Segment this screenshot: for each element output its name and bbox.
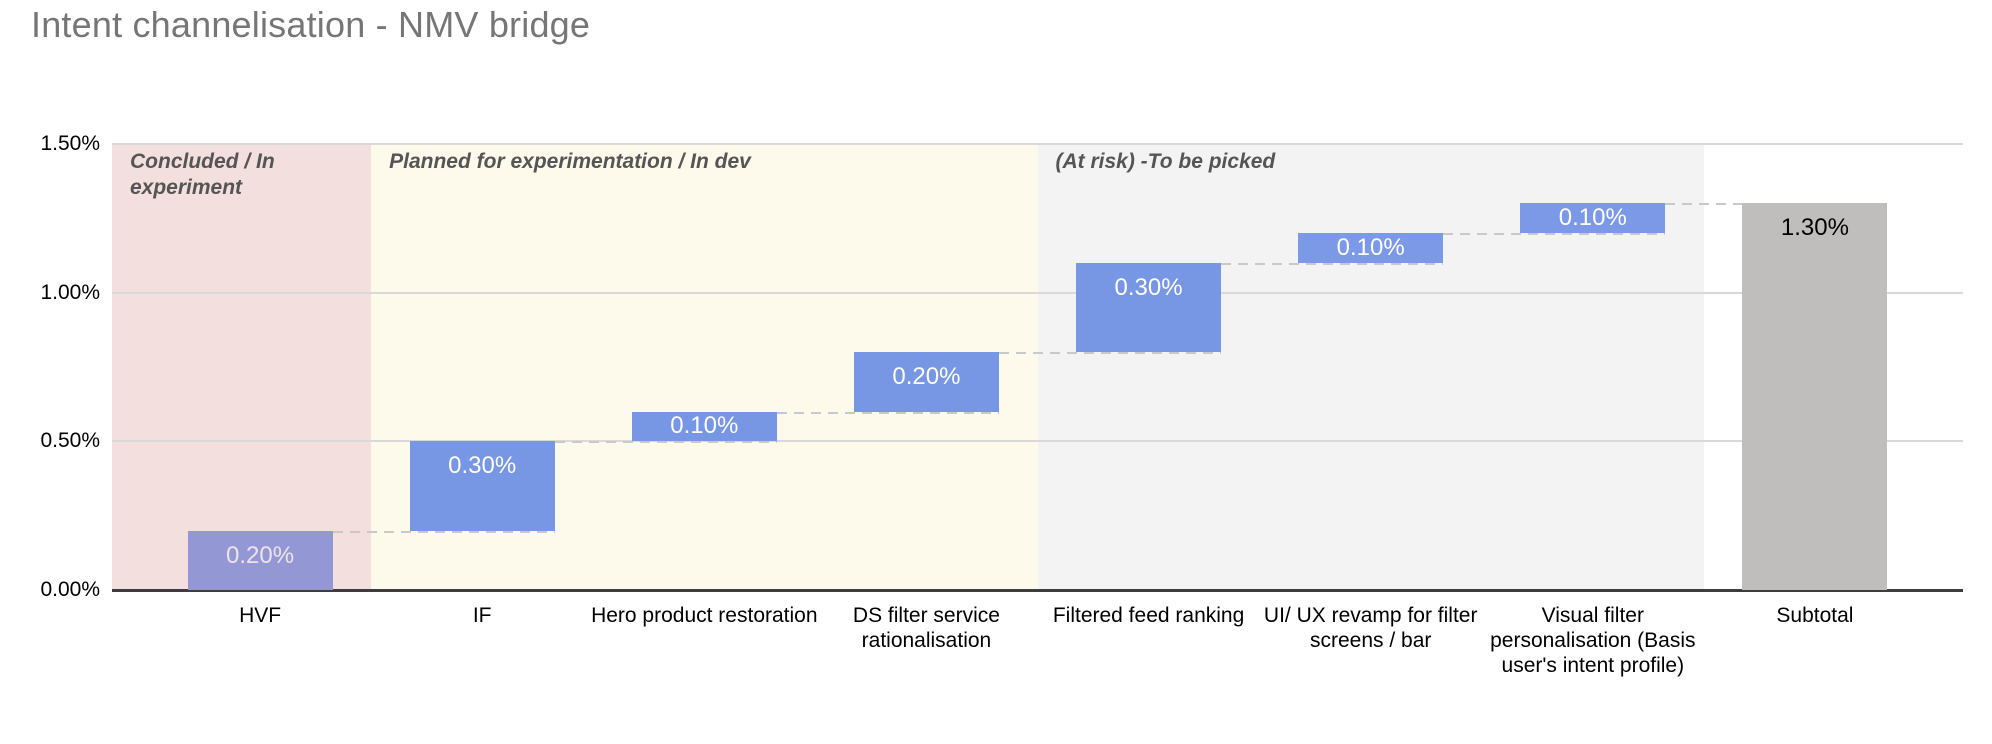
phase-band-concluded-in: [112, 144, 372, 590]
gridline: [112, 440, 1963, 443]
bar-hvf[interactable]: 0.20%: [187, 530, 333, 590]
waterfall-connector: [998, 352, 1222, 355]
waterfall-connector: [1443, 233, 1666, 236]
waterfall-connector: [1221, 262, 1444, 265]
y-axis-tick-label: 1.00%: [40, 280, 100, 304]
bar-subtotal[interactable]: 1.30%: [1742, 203, 1888, 590]
bar-filtered-feed-ranking[interactable]: 0.30%: [1076, 262, 1222, 353]
bar-visual-filter-personalisation-basis-user-s-intent-profile[interactable]: 0.10%: [1520, 203, 1666, 234]
phase-band-label: Concluded / In experiment: [130, 150, 275, 199]
bar-ds-filter-service-rationalisation[interactable]: 0.20%: [853, 352, 999, 412]
phase-band-label: Planned for experimentation / In dev: [389, 150, 751, 173]
y-axis-tick-label: 0.00%: [40, 578, 100, 601]
x-axis-line: [112, 589, 1963, 592]
bar-value-label: 0.30%: [448, 452, 517, 480]
gridline: [112, 291, 1963, 294]
bar-if[interactable]: 0.30%: [409, 441, 555, 531]
bar-value-label: 0.10%: [1558, 204, 1627, 232]
bar-value-label: 0.10%: [1336, 234, 1405, 262]
bar-ui-ux-revamp-for-filter-screens-bar[interactable]: 0.10%: [1298, 233, 1444, 263]
bar-hero-product-restoration[interactable]: 0.10%: [631, 411, 777, 442]
x-axis-label-ui-ux-revamp-for-filter-screens-bar: UI/ UX revamp for filter screens / bar: [1263, 604, 1478, 652]
chart-title: Intent channelisation - NMV bridge: [31, 4, 591, 45]
x-axis-label-subtotal: Subtotal: [1776, 604, 1854, 627]
gridline: [112, 143, 1963, 145]
waterfall-connector: [554, 441, 777, 444]
bar-value-label: 1.30%: [1780, 214, 1849, 242]
waterfall-connector: [776, 411, 999, 414]
x-axis-label-visual-filter-personalisation-basis-user-s-intent-profile: Visual filter personalisation (Basis use…: [1490, 604, 1696, 677]
x-axis-label-filtered-feed-ranking: Filtered feed ranking: [1052, 604, 1245, 627]
x-axis-label-if: IF: [472, 604, 492, 627]
waterfall-connector: [332, 530, 555, 533]
y-axis-tick-label: 1.50%: [40, 132, 100, 155]
bar-value-label: 0.30%: [1114, 273, 1183, 301]
x-axis-label-hvf: HVF: [239, 604, 282, 627]
x-axis-label-ds-filter-service-rationalisation: DS filter service rationalisation: [852, 604, 1000, 652]
x-axis-label-hero-product-restoration: Hero product restoration: [591, 604, 818, 627]
waterfall-connector: [1665, 203, 1743, 206]
bar-value-label: 0.10%: [670, 412, 739, 440]
bar-value-label: 0.20%: [892, 363, 961, 391]
y-axis-tick-label: 0.50%: [40, 429, 100, 453]
phase-band-label: (At risk) -To be picked: [1055, 150, 1276, 173]
bar-value-label: 0.20%: [226, 541, 295, 569]
